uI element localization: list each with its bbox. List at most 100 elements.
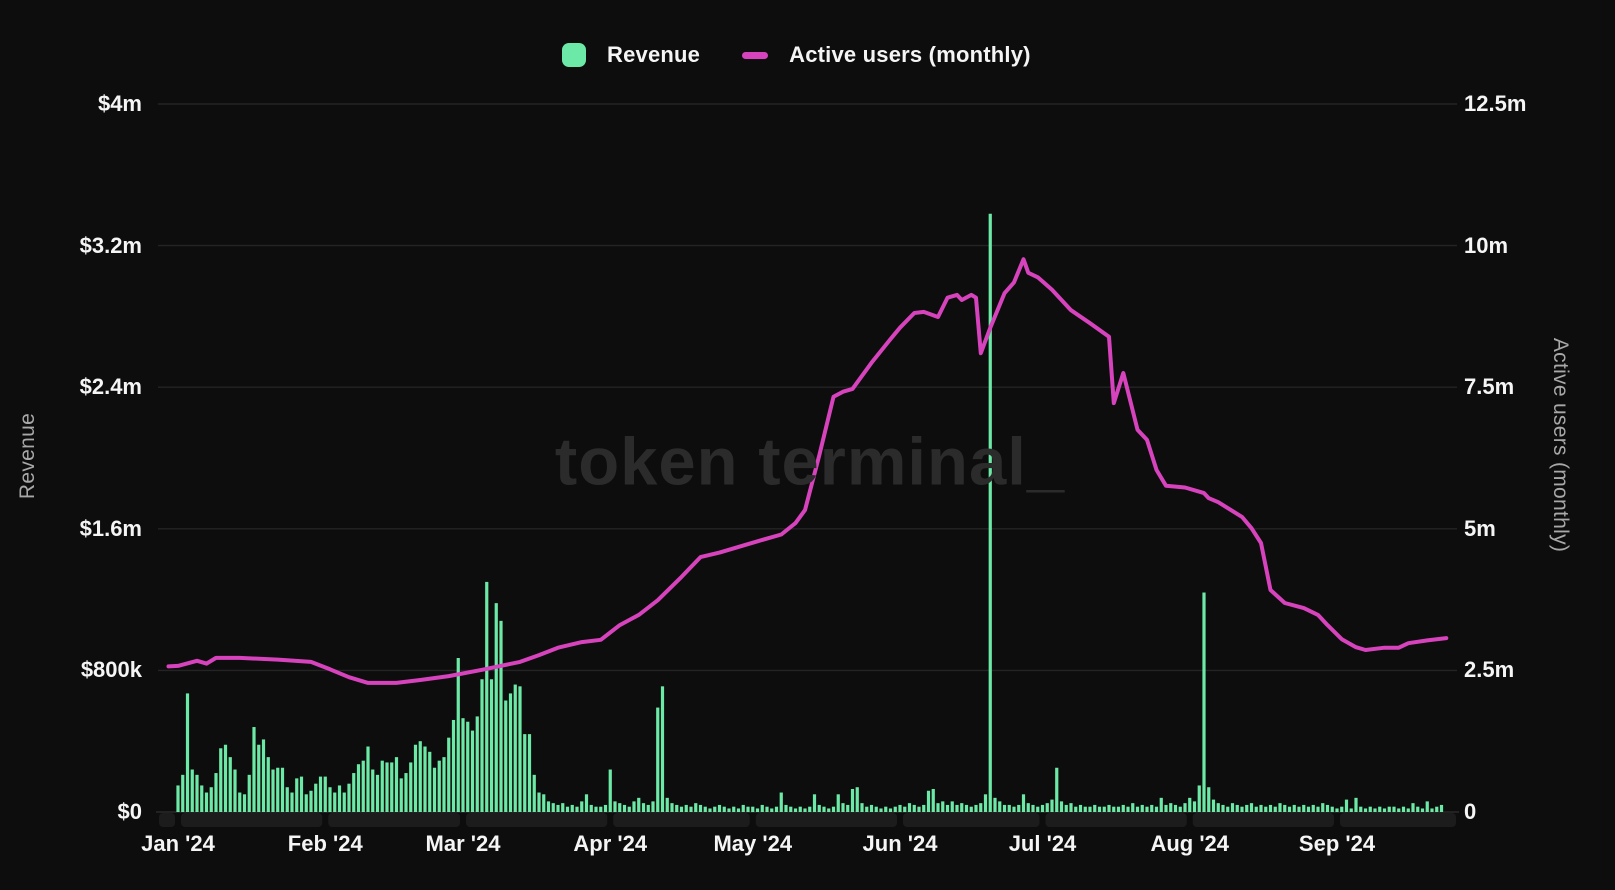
y-axis-left-tick-label: $2.4m [79, 374, 142, 400]
legend-item-revenue[interactable]: Revenue [562, 42, 700, 68]
revenue-bar [1226, 806, 1230, 812]
x-axis-tick-label: Apr '24 [573, 831, 648, 856]
revenue-bar [200, 785, 204, 812]
revenue-bar [1335, 808, 1339, 812]
revenue-bar [1306, 806, 1311, 812]
y-axis-right-tick-label: 7.5m [1464, 374, 1515, 400]
revenue-bar [1126, 806, 1130, 812]
y-axis-title-active-users: Active users (monthly) [1549, 337, 1572, 553]
revenue-bar [480, 679, 484, 812]
revenue-bar [1121, 804, 1125, 812]
revenue-bar [409, 762, 413, 812]
revenue-bar [1002, 804, 1007, 812]
revenue-bar [779, 792, 783, 812]
revenue-bar [760, 804, 764, 812]
revenue-bar [1397, 808, 1401, 812]
revenue-bar [323, 776, 327, 812]
revenue-bar [428, 751, 432, 812]
revenue-bar [822, 806, 826, 812]
revenue-bar [276, 767, 280, 812]
revenue-bar [418, 741, 422, 812]
revenue-bar [964, 804, 969, 812]
revenue-bar [703, 806, 707, 812]
revenue-bar [917, 806, 921, 812]
revenue-bar [812, 794, 817, 812]
y-axis-right-tick-label: 5m [1464, 515, 1496, 541]
revenue-bar [432, 767, 437, 812]
revenue-bar [1017, 804, 1021, 812]
revenue-bar [347, 783, 351, 812]
revenue-bar [613, 801, 617, 812]
revenue-bar [608, 769, 612, 812]
legend-item-active-users[interactable]: Active users (monthly) [742, 42, 1031, 68]
revenue-bar [1183, 803, 1187, 812]
revenue-bar [518, 686, 522, 812]
revenue-bar [1368, 806, 1372, 812]
x-axis-tick-label: May '24 [713, 831, 793, 856]
revenue-bar [798, 806, 802, 812]
x-axis-month-strip [903, 813, 1040, 827]
revenue-bar [646, 804, 650, 812]
revenue-bar [736, 808, 741, 812]
y-axis-left-tick-label: $1.6m [79, 515, 142, 541]
revenue-bar [836, 794, 840, 812]
revenue-bar [993, 797, 997, 812]
revenue-bar [850, 788, 855, 812]
revenue-bar [931, 788, 935, 812]
revenue-bar [252, 727, 256, 812]
revenue-bar [1273, 806, 1277, 812]
revenue-bar [1340, 806, 1344, 812]
revenue-bar [285, 787, 289, 812]
revenue-bar [1249, 803, 1254, 812]
revenue-bar [784, 804, 788, 812]
revenue-bar [1150, 804, 1154, 812]
x-axis-tick-label: Feb '24 [287, 831, 363, 856]
revenue-bar [556, 804, 560, 812]
revenue-bar [979, 803, 983, 812]
revenue-bar [390, 762, 394, 812]
revenue-bar [527, 734, 532, 812]
revenue-bar [1287, 806, 1292, 812]
revenue-bar [176, 785, 180, 812]
revenue-bar [793, 808, 798, 812]
revenue-bar [1373, 808, 1377, 812]
revenue-bar [879, 808, 883, 812]
revenue-bar [361, 760, 365, 812]
x-axis-month-strip [1045, 813, 1187, 827]
revenue-bar [1021, 794, 1026, 812]
revenue-bar [660, 686, 665, 812]
revenue-bar [665, 797, 669, 812]
revenue-bar [309, 790, 313, 812]
revenue-bar [656, 707, 660, 812]
revenue-bar [242, 794, 247, 812]
y-axis-left-tick-label: $0 [117, 799, 142, 824]
revenue-bar [513, 684, 517, 812]
revenue-bar [670, 803, 674, 812]
revenue-bar [1349, 808, 1353, 812]
revenue-bar [1302, 804, 1306, 812]
revenue-bar [641, 803, 646, 812]
revenue-bar [1216, 803, 1220, 812]
revenue-bar [1211, 799, 1216, 812]
revenue-bar [1439, 804, 1444, 812]
revenue-bar [546, 801, 551, 812]
revenue-bar [280, 767, 285, 812]
revenue-bar [1097, 806, 1102, 812]
revenue-bar [575, 806, 579, 812]
revenue-bar [447, 737, 451, 812]
revenue-bar [1088, 806, 1092, 812]
revenue-bar [1240, 806, 1244, 812]
revenue-bar [1316, 806, 1320, 812]
revenue-bar [352, 773, 356, 812]
x-axis-tick-label: Mar '24 [425, 831, 501, 856]
revenue-bar [1344, 799, 1349, 812]
revenue-bar [903, 806, 907, 812]
revenue-bar [1411, 803, 1415, 812]
revenue-bar [461, 718, 465, 812]
revenue-bar [261, 739, 266, 812]
revenue-bar [499, 620, 503, 812]
watermark: token terminal_ [554, 424, 1066, 500]
revenue-bar [974, 804, 978, 812]
